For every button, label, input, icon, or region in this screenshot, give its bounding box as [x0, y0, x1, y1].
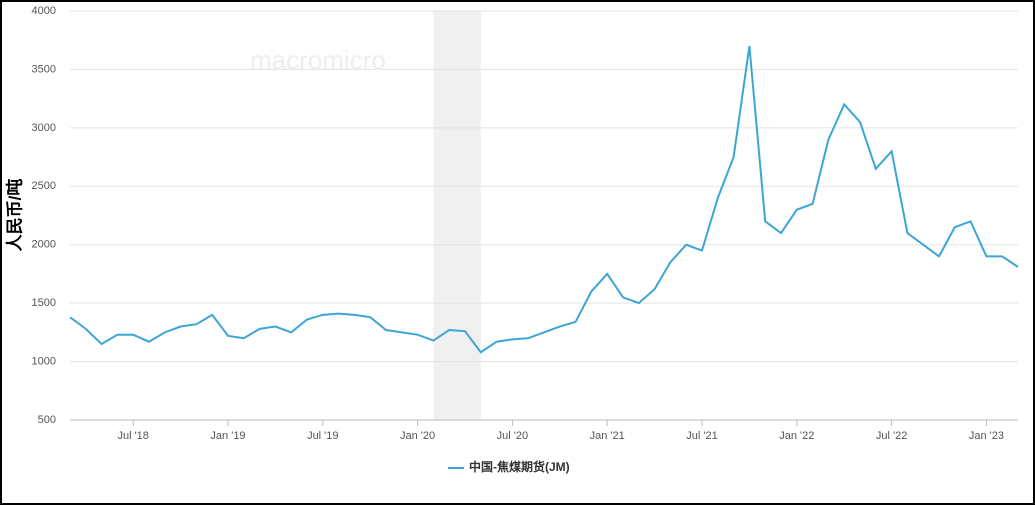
y-tick-label: 2000: [32, 239, 56, 251]
y-tick-label: 500: [38, 414, 56, 426]
line-series: [69, 45, 1019, 354]
y-tick-label: 2500: [32, 180, 56, 192]
x-tick-label: Jan '20: [400, 430, 435, 442]
legend-label: 中国-焦煤期货(JM): [469, 459, 570, 474]
y-tick-label: 1500: [32, 297, 56, 309]
x-tick-label: Jan '23: [969, 430, 1004, 442]
x-tick-label: Jul '20: [497, 430, 528, 442]
y-tick-label: 3000: [32, 122, 56, 134]
x-tick-label: Jan '21: [590, 430, 625, 442]
x-tick-label: Jan '22: [779, 430, 814, 442]
y-axis-label: 人民币/吨: [4, 179, 24, 252]
shaded-period: [433, 11, 481, 420]
x-tick-label: Jul '22: [876, 430, 907, 442]
y-tick-label: 4000: [32, 5, 56, 17]
watermark: macromicro: [250, 45, 386, 75]
x-tick-label: Jul '21: [686, 430, 717, 442]
y-tick-label: 3500: [32, 63, 56, 75]
x-tick-label: Jul '19: [307, 430, 338, 442]
y-tick-label: 1000: [32, 355, 56, 367]
x-tick-label: Jan '19: [210, 430, 245, 442]
x-tick-label: Jul '18: [117, 430, 148, 442]
